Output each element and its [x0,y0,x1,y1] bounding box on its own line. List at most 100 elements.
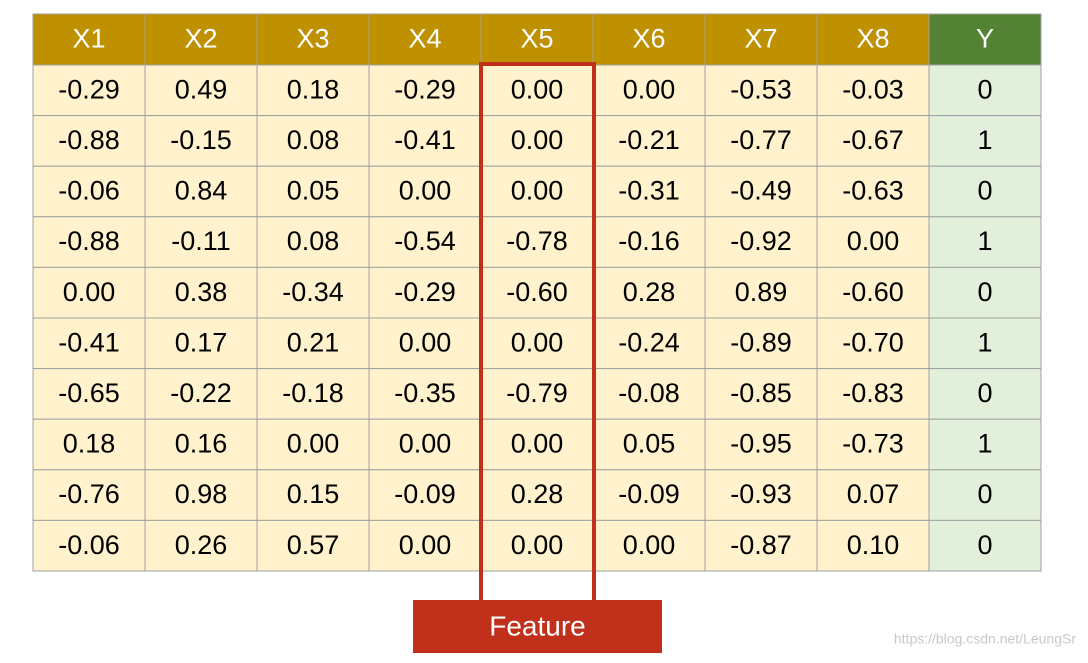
cell-text: 0.00 [847,226,900,256]
cell-text: -0.16 [618,226,680,256]
cell-text: -0.70 [842,327,904,357]
cell [480,115,594,167]
cell [592,368,706,420]
cell [32,317,146,370]
cell-text: 0.00 [623,74,676,104]
cell [592,519,706,572]
cell [928,519,1042,572]
cell-text: -0.11 [171,226,231,256]
cell [256,418,370,471]
header-text: X6 [632,24,665,54]
cell [32,216,146,268]
cell-text: -0.29 [58,74,120,104]
cell [368,216,482,268]
cell [368,266,482,319]
cell-text: 1 [977,226,992,256]
cell-text: 0.00 [399,429,452,459]
cell-text: -0.67 [842,125,904,155]
cell-text: -0.63 [842,176,904,206]
cell-text: -0.77 [730,125,792,155]
cell-text: -0.87 [730,530,792,560]
cell [704,469,818,521]
header-text: X8 [856,24,889,54]
cell-text: 0.17 [175,327,228,357]
cell-text: 0.16 [175,429,228,459]
cell-text: -0.31 [618,176,680,206]
cell [592,266,706,319]
cell-text: 0 [977,74,992,104]
cell-text: -0.49 [730,176,792,206]
cell-text: -0.35 [394,378,456,408]
cell [816,266,930,319]
cell-text: 0.00 [399,530,452,560]
header-cell [256,13,370,66]
cell [256,115,370,167]
header-cell [368,13,482,66]
header-text: X1 [72,24,105,54]
cell-text: -0.06 [58,176,120,206]
cell [144,418,258,471]
cell-text: -0.53 [730,74,792,104]
cell [928,368,1042,420]
cell-text: 0.00 [399,176,452,206]
feature-label-box [413,600,662,653]
cell-text: 0.05 [287,176,340,206]
cell-text: 0 [977,378,992,408]
cell-text: 0.00 [623,530,676,560]
cell-text: 0.00 [511,125,564,155]
cell-text: 1 [977,429,992,459]
cell [480,317,594,370]
cell-text: -0.03 [842,74,904,104]
cell [704,317,818,370]
header-text: X3 [296,24,329,54]
cell-text: 0.38 [175,277,228,307]
cell-text: -0.60 [842,277,904,307]
cell [256,64,370,117]
cell [368,519,482,572]
cell-text: -0.22 [170,378,232,408]
cell [704,64,818,117]
cell [704,216,818,268]
cell-text: -0.34 [282,277,344,307]
cell [480,368,594,420]
header-text: X7 [744,24,777,54]
cell-text: 0.00 [399,327,452,357]
cell-text: 0.00 [511,176,564,206]
cell [32,165,146,218]
cell-text: -0.93 [730,479,792,509]
cell [32,469,146,521]
cell-text: -0.83 [842,378,904,408]
cell [144,216,258,268]
cell-text: -0.29 [394,277,456,307]
cell [928,64,1042,117]
cell-text: -0.92 [730,226,792,256]
header-text: X5 [520,24,553,54]
cell [368,469,482,521]
cell-text: 0.98 [175,479,228,509]
cell [32,519,146,572]
cell [256,266,370,319]
cell-text: 0.00 [511,429,564,459]
cell [368,368,482,420]
cell [816,64,930,117]
cell [144,469,258,521]
cell-text: 0 [977,530,992,560]
cell [144,115,258,167]
cell [928,216,1042,268]
cell-text: 0.18 [63,429,116,459]
cell-text: -0.21 [618,125,680,155]
cell-text: -0.95 [730,429,792,459]
cell [928,115,1042,167]
cell [928,266,1042,319]
cell [592,216,706,268]
cell [368,115,482,167]
header-cell [816,13,930,66]
cell-text: 0.00 [287,429,340,459]
cell-text: -0.24 [618,327,680,357]
cell-text: -0.29 [394,74,456,104]
cell-text: 0 [977,277,992,307]
cell-text: 0.00 [511,530,564,560]
header-cell [32,13,146,66]
cell-text: -0.41 [394,125,456,155]
cell-text: 0.08 [287,125,340,155]
